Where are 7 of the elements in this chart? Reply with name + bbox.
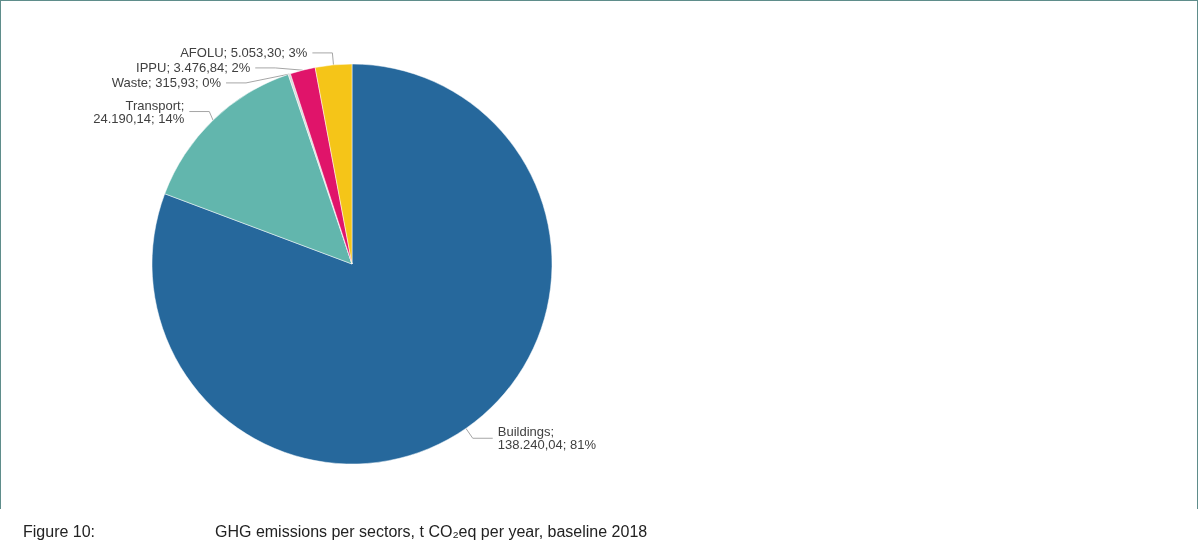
slice-label: AFOLU; 5.053,30; 3% <box>180 45 308 61</box>
text: Figure 10: <box>23 522 96 540</box>
slice-label: IPPU; 3.476,84; 2% <box>136 60 251 76</box>
text: GHG emissions per sectors, t CO₂eq per year, baseline 2018 <box>215 522 648 540</box>
slice-label: Buildings; 138.240,04; 81% <box>497 424 597 453</box>
slice-label: Transport; 24.190,14; 14% <box>93 97 185 126</box>
slice-label: Waste; 315,93; 0% <box>111 75 222 91</box>
